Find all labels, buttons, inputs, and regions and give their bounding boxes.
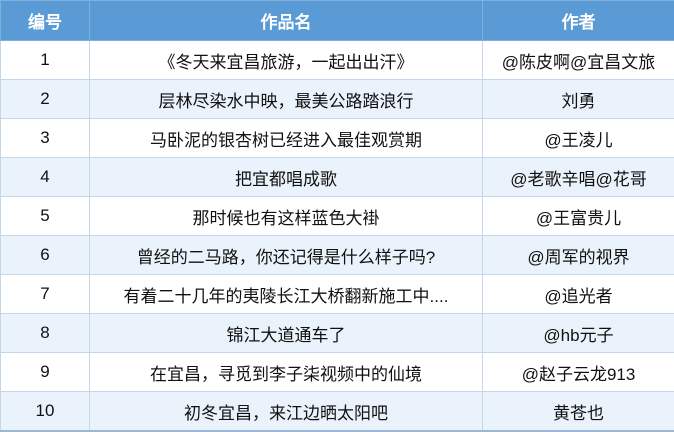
cell-title: 锦江大道通车了: [89, 313, 483, 353]
cell-title: 马卧泥的银杏树已经进入最佳观赏期: [89, 118, 483, 158]
cell-author: @赵子云龙913: [482, 352, 674, 392]
table-row: 10 初冬宜昌，来江边晒太阳吧 黄苍也: [0, 391, 674, 432]
cell-title: 《冬天来宜昌旅游，一起出出汗》: [89, 40, 483, 80]
cell-author: @追光者: [482, 274, 674, 314]
cell-author: @hb元子: [482, 313, 674, 353]
table-row: 4 把宜都唱成歌 @老歌辛唱@花哥: [0, 157, 674, 197]
cell-number: 8: [0, 313, 90, 353]
cell-number: 2: [0, 79, 90, 119]
cell-author: 黄苍也: [482, 391, 674, 432]
cell-number: 4: [0, 157, 90, 197]
table-row: 3 马卧泥的银杏树已经进入最佳观赏期 @王凌儿: [0, 118, 674, 158]
cell-title: 层林尽染水中映，最美公路踏浪行: [89, 79, 483, 119]
cell-title: 初冬宜昌，来江边晒太阳吧: [89, 391, 483, 432]
cell-title: 有着二十几年的夷陵长江大桥翻新施工中....: [89, 274, 483, 314]
cell-author: @王凌儿: [482, 118, 674, 158]
table-row: 6 曾经的二马路，你还记得是什么样子吗? @周军的视界: [0, 235, 674, 275]
cell-title: 曾经的二马路，你还记得是什么样子吗?: [89, 235, 483, 275]
cell-author: 刘勇: [482, 79, 674, 119]
cell-author: @老歌辛唱@花哥: [482, 157, 674, 197]
table-row: 2 层林尽染水中映，最美公路踏浪行 刘勇: [0, 79, 674, 119]
cell-author: @周军的视界: [482, 235, 674, 275]
header-author: 作者: [482, 0, 674, 41]
cell-number: 10: [0, 391, 90, 432]
cell-number: 3: [0, 118, 90, 158]
header-title: 作品名: [89, 0, 483, 41]
cell-number: 1: [0, 40, 90, 80]
table-row: 5 那时候也有这样蓝色大褂 @王富贵儿: [0, 196, 674, 236]
cell-author: @王富贵儿: [482, 196, 674, 236]
cell-title: 在宜昌，寻觅到李子柒视频中的仙境: [89, 352, 483, 392]
table-row: 7 有着二十几年的夷陵长江大桥翻新施工中.... @追光者: [0, 274, 674, 314]
cell-author: @陈皮啊@宜昌文旅: [482, 40, 674, 80]
cell-number: 5: [0, 196, 90, 236]
header-row: 编号 作品名 作者: [0, 0, 674, 41]
table-row: 9 在宜昌，寻觅到李子柒视频中的仙境 @赵子云龙913: [0, 352, 674, 392]
header-number: 编号: [0, 0, 90, 41]
cell-number: 6: [0, 235, 90, 275]
cell-title: 把宜都唱成歌: [89, 157, 483, 197]
cell-title: 那时候也有这样蓝色大褂: [89, 196, 483, 236]
cell-number: 7: [0, 274, 90, 314]
cell-number: 9: [0, 352, 90, 392]
table-row: 1 《冬天来宜昌旅游，一起出出汗》 @陈皮啊@宜昌文旅: [0, 40, 674, 80]
table-row: 8 锦江大道通车了 @hb元子: [0, 313, 674, 353]
